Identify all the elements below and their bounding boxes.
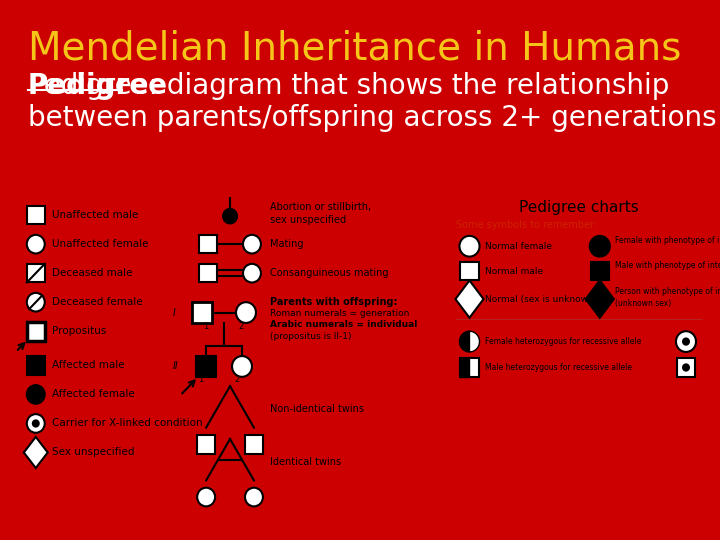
Circle shape [682,363,690,372]
Text: Deceased male: Deceased male [52,268,132,278]
Circle shape [232,356,252,377]
Text: Pedigree: diagram that shows the relationship
between parents/offspring across 2: Pedigree: diagram that shows the relatio… [28,72,716,132]
Circle shape [459,236,480,256]
Text: Consanguineous mating: Consanguineous mating [270,268,388,278]
Wedge shape [469,331,480,352]
Bar [27,356,45,375]
Text: Normal (sex is unknown): Normal (sex is unknown) [485,295,597,303]
Circle shape [243,235,261,253]
Text: Abortion or stillbirth,: Abortion or stillbirth, [270,202,371,212]
Circle shape [682,338,690,346]
Circle shape [32,419,40,428]
Text: II: II [172,361,178,372]
Circle shape [27,235,45,253]
Text: Arabic numerals = individual: Arabic numerals = individual [270,321,418,329]
Text: Affected female: Affected female [52,389,135,400]
Bar [196,356,216,377]
Text: Male heterozygous for recessive allele: Male heterozygous for recessive allele [485,363,631,372]
Polygon shape [24,437,48,468]
Bar [461,262,479,280]
Text: 1: 1 [203,321,208,330]
Text: Normal female: Normal female [485,242,552,251]
Text: 2: 2 [234,375,239,384]
Text: Propositus: Propositus [52,326,106,336]
Text: 2: 2 [238,321,243,330]
Text: sex unspecified: sex unspecified [270,215,346,225]
Polygon shape [586,280,614,318]
Circle shape [223,209,237,224]
Polygon shape [456,280,484,318]
Circle shape [245,488,263,507]
Bar [199,264,217,282]
Circle shape [27,414,45,433]
Bar [461,358,469,377]
Text: Sex unspecified: Sex unspecified [52,448,134,457]
Text: Affected male: Affected male [52,360,125,370]
Text: (unknown sex): (unknown sex) [615,299,671,308]
Text: Male with phenotype of interest: Male with phenotype of interest [615,261,720,271]
Circle shape [236,302,256,323]
Bar [197,435,215,454]
Circle shape [27,293,45,312]
Wedge shape [459,331,469,352]
Text: Deceased female: Deceased female [52,297,143,307]
Text: Pedigree: Pedigree [28,72,168,100]
Circle shape [676,331,696,352]
Text: Non-identical twins: Non-identical twins [270,404,364,414]
Text: (propositus is II-1): (propositus is II-1) [270,332,351,341]
Text: Female with phenotype of interest:: Female with phenotype of interest: [615,235,720,245]
Bar [245,435,263,454]
Bar [461,358,479,377]
Bar [27,322,45,341]
Text: Carrier for X-linked condition: Carrier for X-linked condition [52,418,202,428]
Text: Person with phenotype of interest: Person with phenotype of interest [615,287,720,296]
Bar [591,262,609,280]
Circle shape [197,488,215,507]
Bar [27,206,45,225]
Text: Normal male: Normal male [485,267,543,275]
Text: Parents with offspring:: Parents with offspring: [270,297,397,307]
Bar [199,235,217,253]
Circle shape [27,385,45,404]
Text: Roman numerals = generation: Roman numerals = generation [270,309,409,318]
Text: Mating: Mating [270,239,303,249]
Text: Identical twins: Identical twins [270,457,341,467]
Bar [192,302,212,323]
Text: Mendelian Inheritance in Humans: Mendelian Inheritance in Humans [28,30,681,68]
Text: Unaffected male: Unaffected male [52,210,138,220]
Text: Unaffected female: Unaffected female [52,239,148,249]
Bar [27,264,45,282]
Text: I: I [172,308,175,318]
Circle shape [243,264,261,282]
Text: Pedigree charts: Pedigree charts [519,200,639,215]
Bar [677,358,695,377]
Text: Some symbols to remember:: Some symbols to remember: [456,220,598,231]
Circle shape [590,236,610,256]
Text: 1: 1 [198,375,204,384]
Text: Female heterozygous for recessive allele: Female heterozygous for recessive allele [485,337,641,346]
